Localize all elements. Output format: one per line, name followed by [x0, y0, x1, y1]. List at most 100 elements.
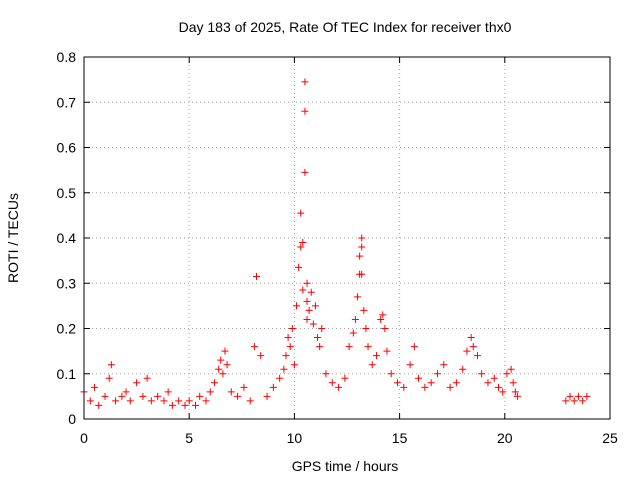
data-point — [139, 392, 147, 400]
data-point — [143, 374, 151, 382]
x-axis-label: GPS time / hours — [292, 458, 399, 474]
data-point — [440, 361, 448, 369]
data-point — [406, 361, 414, 369]
data-point — [168, 401, 176, 409]
data-point — [219, 370, 227, 378]
data-point — [196, 392, 204, 400]
data-point — [446, 383, 454, 391]
data-point — [112, 397, 120, 405]
data-point — [126, 397, 134, 405]
x-tick-label: 10 — [287, 430, 303, 446]
y-tick-label: 0.4 — [57, 230, 77, 246]
data-point — [253, 272, 261, 280]
grid-lines — [84, 57, 610, 419]
data-point — [301, 107, 309, 115]
data-point — [288, 325, 296, 332]
data-point — [452, 379, 460, 387]
data-point — [297, 209, 305, 217]
data-point — [269, 383, 277, 391]
data-point — [410, 343, 418, 351]
data-point — [91, 383, 99, 391]
data-point — [240, 383, 248, 391]
y-axis-label: ROTI / TECUs — [5, 193, 21, 283]
data-point — [368, 361, 376, 369]
plot-frame — [83, 56, 611, 420]
data-point — [467, 334, 475, 342]
data-point — [473, 352, 481, 360]
data-point — [349, 329, 357, 337]
data-point — [469, 343, 477, 351]
data-point — [276, 374, 284, 382]
y-tick-label: 0.8 — [57, 49, 77, 65]
data-point — [503, 370, 511, 378]
x-tick-label: 20 — [497, 430, 513, 446]
data-point — [215, 365, 223, 373]
data-point — [210, 379, 218, 387]
data-point — [164, 388, 172, 396]
data-point — [433, 370, 441, 378]
data-point — [328, 379, 336, 387]
data-point — [358, 234, 366, 242]
data-point — [484, 379, 492, 387]
data-point — [383, 347, 391, 355]
data-point — [509, 379, 517, 387]
data-point — [490, 374, 498, 382]
data-point — [206, 388, 214, 396]
data-point — [379, 311, 387, 319]
data-point — [299, 239, 307, 247]
data-point — [301, 168, 309, 176]
y-tick-label: 0.3 — [57, 275, 77, 291]
data-point — [341, 374, 349, 382]
data-point — [303, 297, 311, 305]
data-point — [299, 286, 307, 294]
data-point — [282, 352, 290, 360]
data-point — [86, 397, 94, 405]
data-point — [311, 302, 319, 310]
data-point — [154, 392, 162, 400]
data-point — [303, 315, 311, 323]
data-points — [80, 78, 591, 409]
data-point — [318, 325, 326, 332]
data-point — [381, 325, 389, 332]
data-point — [360, 306, 368, 314]
data-point — [400, 383, 408, 391]
data-point — [463, 347, 471, 355]
y-tick-label: 0.7 — [57, 94, 77, 110]
data-point — [280, 365, 288, 373]
data-point — [301, 78, 309, 86]
data-point — [345, 343, 353, 351]
data-point — [362, 325, 370, 332]
data-point — [570, 397, 578, 405]
data-point — [303, 279, 311, 287]
data-point — [286, 343, 294, 351]
data-point — [583, 392, 591, 400]
data-point — [322, 370, 330, 378]
data-point — [250, 343, 258, 351]
data-point — [122, 388, 130, 396]
data-point — [421, 383, 429, 391]
data-point — [297, 243, 305, 251]
data-point — [335, 383, 343, 391]
data-point — [221, 347, 229, 355]
data-point — [478, 370, 486, 378]
data-point — [511, 388, 519, 396]
y-tick-label: 0.2 — [57, 321, 77, 337]
data-point — [227, 388, 235, 396]
data-point — [293, 302, 301, 310]
data-point — [234, 392, 242, 400]
data-point — [246, 397, 254, 405]
data-point — [290, 361, 298, 369]
data-point — [307, 288, 315, 296]
data-point — [494, 383, 502, 391]
data-point — [351, 315, 359, 323]
data-point — [175, 397, 183, 405]
chart-title: Day 183 of 2025, Rate Of TEC Index for r… — [179, 19, 512, 35]
data-point — [356, 252, 364, 260]
data-point — [257, 352, 265, 360]
data-point — [387, 370, 395, 378]
data-point — [459, 365, 467, 373]
data-point — [95, 401, 103, 409]
data-point — [223, 361, 231, 369]
x-tick-label: 15 — [392, 430, 408, 446]
data-point — [354, 293, 362, 301]
